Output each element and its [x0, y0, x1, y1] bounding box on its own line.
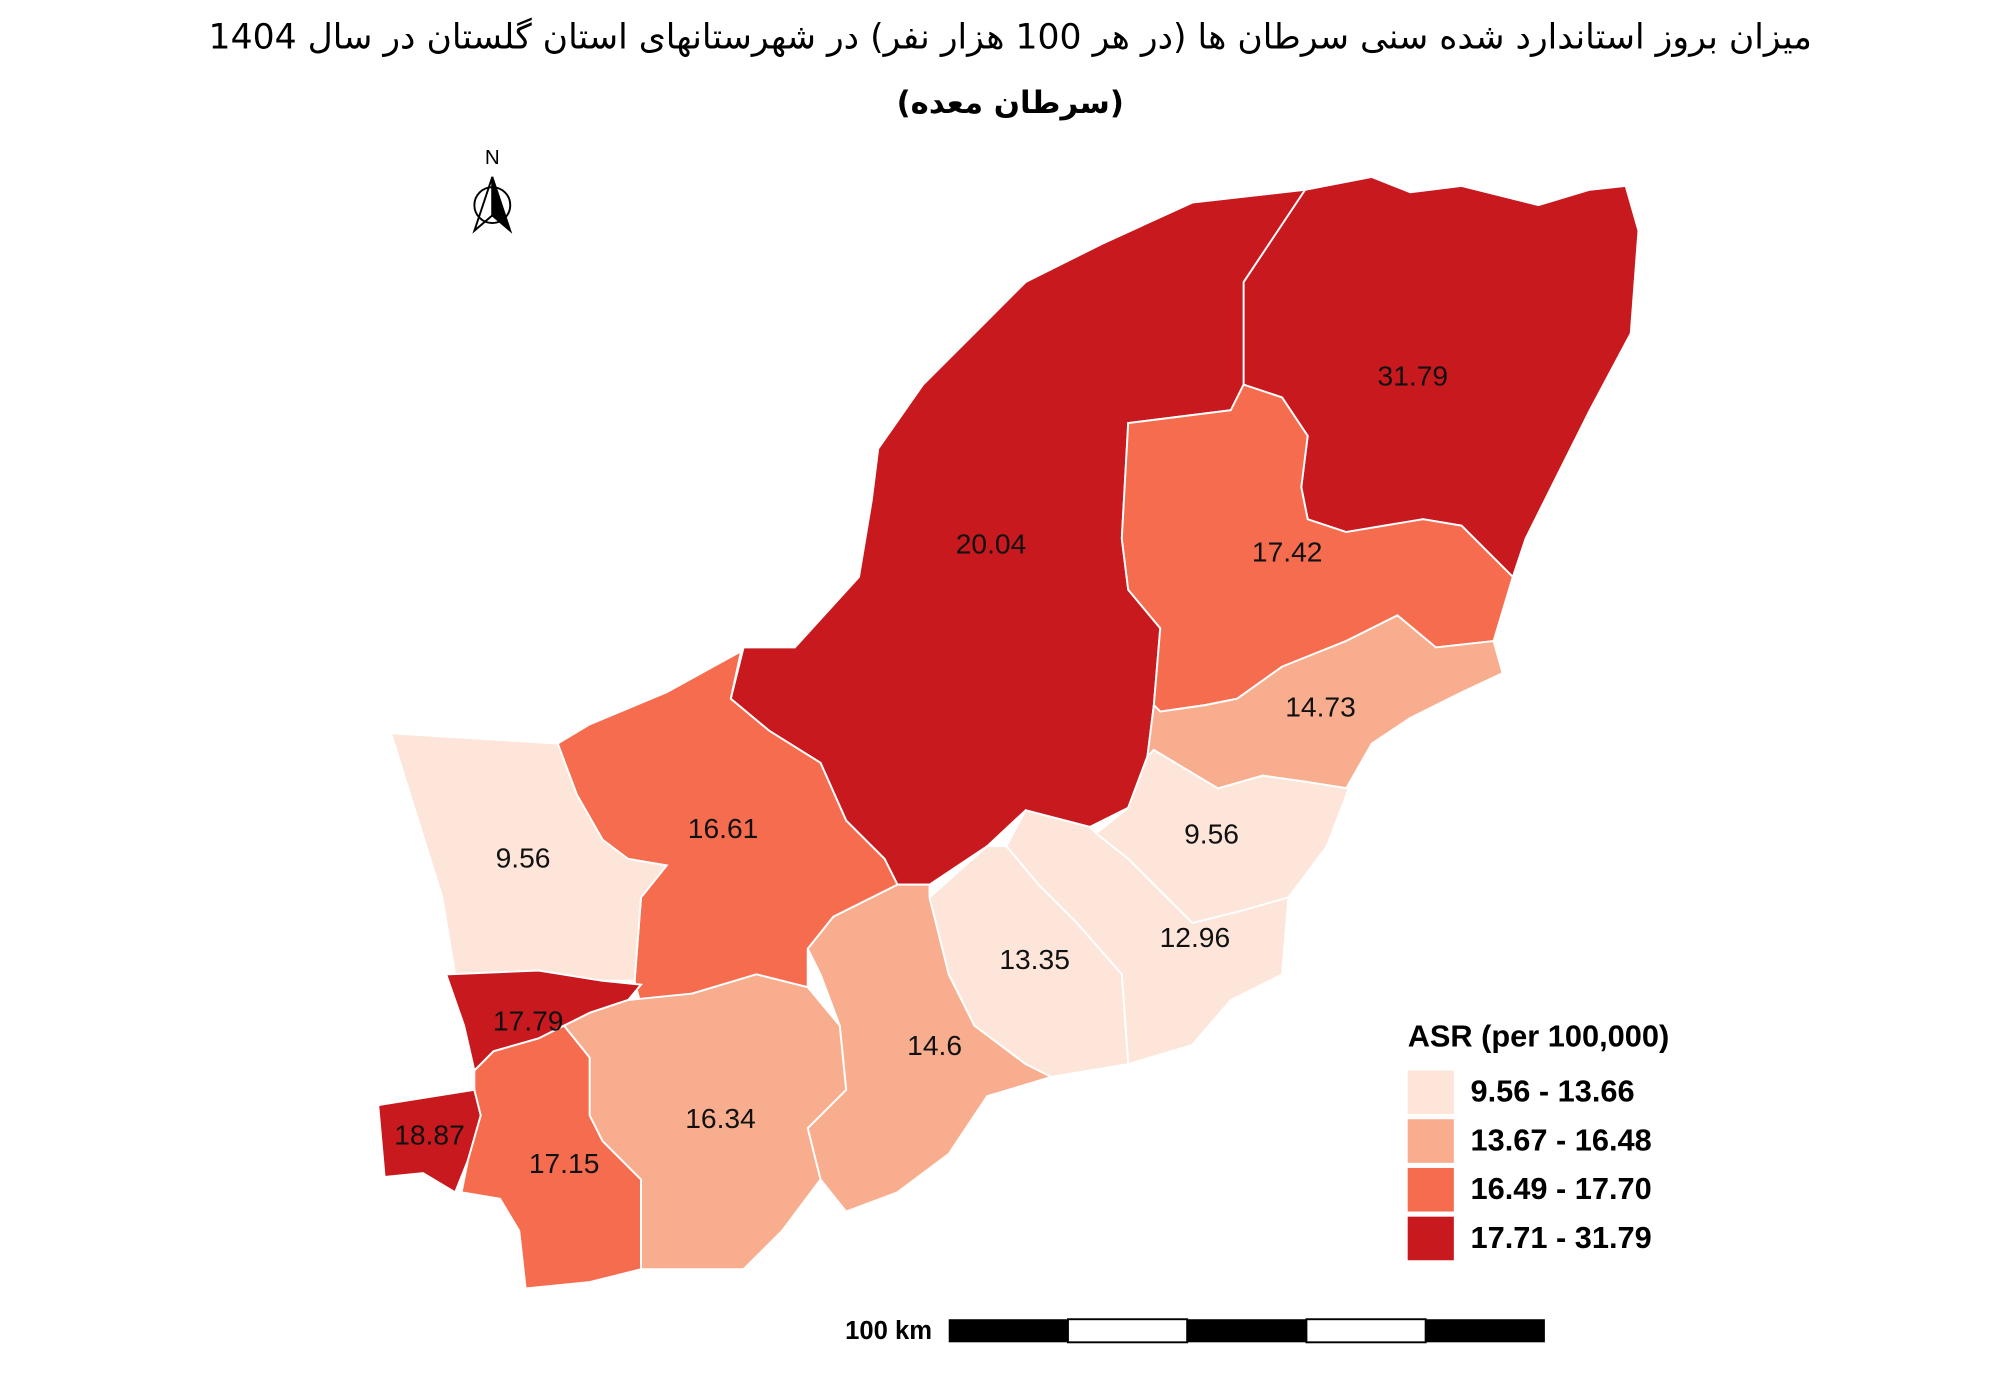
region-label: 18.87	[394, 1119, 465, 1151]
region-label: 13.35	[999, 943, 1070, 975]
legend-swatch	[1407, 1167, 1454, 1212]
region-label: 16.61	[688, 812, 759, 844]
region-label: 17.15	[529, 1147, 600, 1179]
legend-swatch	[1407, 1216, 1454, 1261]
region-label: 31.79	[1378, 360, 1449, 392]
legend-label: 17.71 - 31.79	[1471, 1220, 1652, 1255]
region	[389, 732, 669, 982]
region	[806, 883, 1054, 1213]
legend: ASR (per 100,000) 9.56 - 13.66 13.67 - 16…	[1407, 1019, 1670, 1261]
region-label: 20.04	[956, 528, 1027, 560]
region-label: 14.73	[1285, 690, 1356, 722]
region-label: 9.56	[1184, 817, 1239, 849]
north-arrow: N	[472, 146, 513, 234]
region-label: 17.79	[493, 1005, 564, 1037]
legend-swatch	[1407, 1119, 1454, 1163]
region	[1005, 809, 1290, 1066]
region-labels: 31.79 20.04 17.42 14.73 9.56 12.96 13.35…	[394, 360, 1448, 1179]
region	[460, 1024, 642, 1290]
region-label: 16.34	[685, 1102, 756, 1134]
scale-bar: 100 km	[845, 1317, 1545, 1345]
legend-title: ASR (per 100,000)	[1408, 1019, 1670, 1054]
legend-label: 9.56 - 13.66	[1471, 1074, 1635, 1109]
map-subtitle: (سرطان معده)	[897, 85, 1124, 121]
regions	[377, 175, 1640, 1290]
map-title: میزان بروز استاندارد شده سنی سرطان ها (د…	[209, 17, 1812, 58]
region-label: 14.6	[907, 1029, 962, 1061]
region-label: 12.96	[1160, 921, 1231, 953]
region-label: 9.56	[496, 842, 551, 874]
region	[562, 973, 848, 1271]
region-label: 17.42	[1252, 535, 1323, 567]
scale-label: 100 km	[845, 1317, 932, 1345]
legend-swatch	[1407, 1070, 1454, 1115]
legend-label: 16.49 - 17.70	[1471, 1171, 1652, 1206]
legend-label: 13.67 - 16.48	[1471, 1122, 1652, 1157]
north-label: N	[485, 146, 500, 169]
